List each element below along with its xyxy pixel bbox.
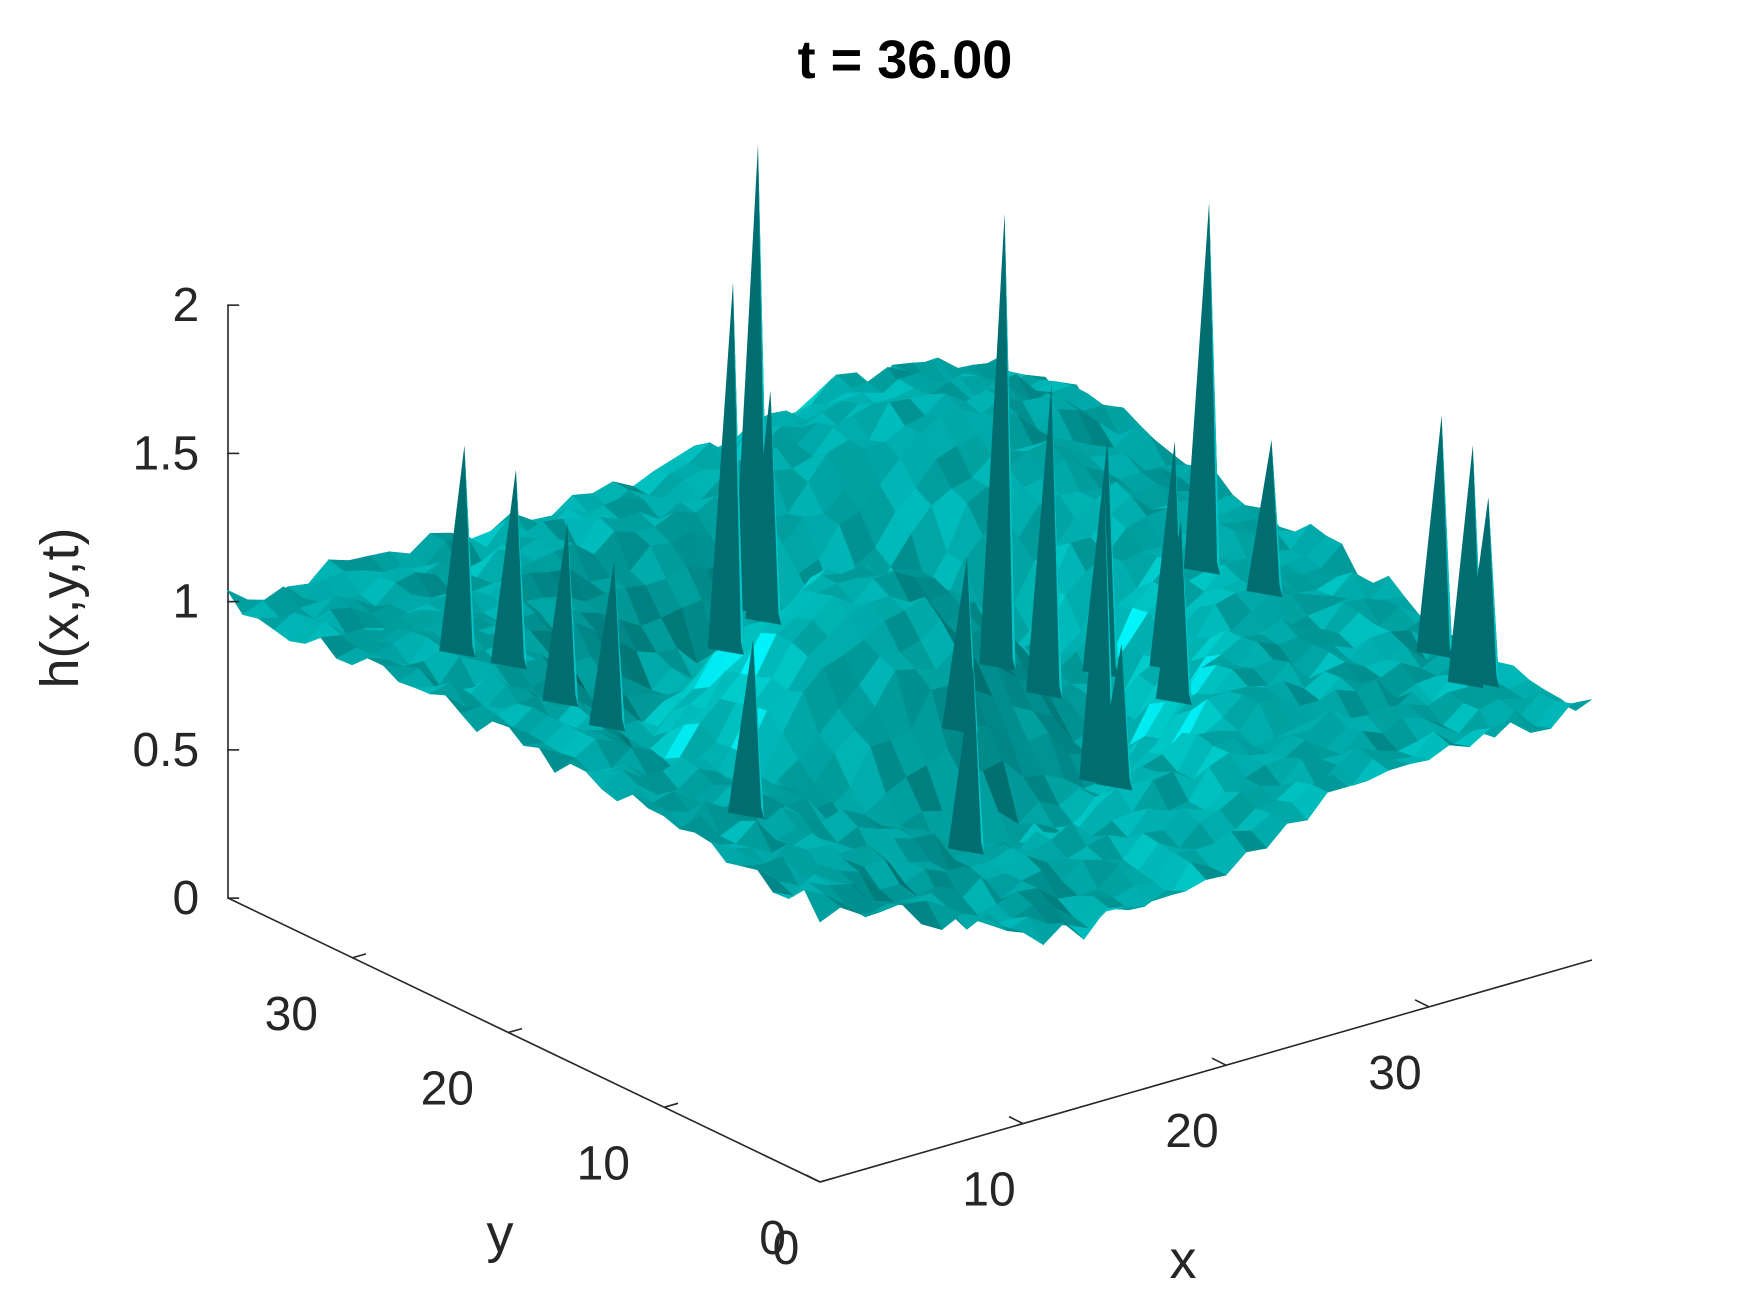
x-tick-mark xyxy=(805,1174,821,1183)
x-tick-label: 0 xyxy=(773,1222,800,1275)
spike-face-light xyxy=(515,469,527,670)
spike-face-light xyxy=(1209,202,1221,575)
peak-spike xyxy=(1079,485,1116,786)
peak-spike xyxy=(1183,202,1221,575)
spike-face-dark xyxy=(1096,643,1133,791)
spike-face-dark xyxy=(948,665,985,855)
y-tick-mark xyxy=(351,953,367,959)
peak-spike xyxy=(979,213,1016,671)
spike-face-light xyxy=(758,144,769,616)
spike-face-dark xyxy=(1246,439,1283,598)
x-tick-mark xyxy=(1008,1115,1024,1125)
x-tick-label: 10 xyxy=(962,1164,1015,1217)
x-tick-label: 30 xyxy=(1368,1047,1421,1100)
peak-spike xyxy=(941,557,978,735)
spike-face-dark xyxy=(1026,384,1063,699)
peak-spike xyxy=(1463,497,1500,688)
spike-face-light xyxy=(1104,485,1116,786)
spike-face-light xyxy=(973,665,985,855)
spike-face-dark xyxy=(542,522,579,707)
chart-title: t = 36.00 xyxy=(798,30,1013,90)
x-ticks: 0 10 20 30 xyxy=(773,999,1430,1275)
spike-face-light xyxy=(1441,415,1453,659)
peak-spike xyxy=(542,522,579,707)
spike-face-dark xyxy=(490,469,527,670)
y-ticks: 0 10 20 30 xyxy=(265,953,835,1265)
peak-spike xyxy=(1026,384,1063,699)
spike-face-dark xyxy=(1183,202,1221,575)
x-tick-label: 20 xyxy=(1165,1105,1218,1158)
y-tick-label: 20 xyxy=(421,1063,474,1116)
z-tick-label: 1 xyxy=(172,576,199,629)
peak-spike xyxy=(707,282,744,655)
spike-face-light xyxy=(770,390,782,625)
spike-face-light xyxy=(464,445,476,658)
peak-spike xyxy=(727,639,765,819)
spike-face-light xyxy=(1107,439,1119,678)
spike-face-light xyxy=(1271,439,1283,598)
z-tick-label: 1.5 xyxy=(132,427,199,480)
z-tick-label: 0 xyxy=(172,872,199,925)
surface-mesh xyxy=(226,357,1592,946)
spike-face-dark xyxy=(439,445,476,658)
y-tick-label: 10 xyxy=(577,1137,630,1190)
y-axis-label: y xyxy=(487,1204,514,1264)
y-tick-label: 30 xyxy=(265,988,318,1041)
spike-face-dark xyxy=(707,282,744,655)
spike-face-dark xyxy=(1155,519,1192,705)
spike-face-light xyxy=(1488,497,1500,688)
x-tick-mark xyxy=(1414,999,1430,1008)
spike-face-light xyxy=(967,557,978,735)
z-tick-label: 2 xyxy=(172,279,199,332)
peak-spike xyxy=(1096,643,1133,791)
z-axis-label: h(x,y,t) xyxy=(30,528,90,689)
spike-face-dark xyxy=(589,560,626,732)
spike-face-light xyxy=(733,282,744,655)
peak-spike xyxy=(1246,439,1283,598)
spike-face-dark xyxy=(1079,485,1116,786)
z-ticks: 0 0.5 1 1.5 2 xyxy=(132,279,240,925)
y-axis-line xyxy=(227,897,821,1183)
spike-face-light xyxy=(1004,213,1016,671)
y-tick-mark xyxy=(819,1177,835,1183)
x-axis-label: x xyxy=(1170,1230,1197,1290)
peak-spike xyxy=(948,665,985,855)
peak-spikes xyxy=(439,144,1500,855)
spike-face-light xyxy=(567,522,579,707)
spike-face-dark xyxy=(745,390,782,625)
spike-face-dark xyxy=(979,213,1016,671)
spike-face-light xyxy=(1180,519,1192,705)
x-tick-mark xyxy=(1211,1057,1227,1066)
x-axis-line xyxy=(819,959,1593,1183)
spike-face-light xyxy=(753,639,765,819)
z-tick-label: 0.5 xyxy=(132,724,199,777)
peak-spike xyxy=(589,560,626,732)
spike-face-light xyxy=(614,560,626,732)
peak-spike xyxy=(745,390,782,625)
spike-face-light xyxy=(1121,643,1133,791)
y-tick-mark xyxy=(507,1027,523,1034)
spike-face-light xyxy=(1051,384,1063,699)
spike-face-dark xyxy=(941,557,978,735)
peak-spike xyxy=(439,445,476,658)
y-tick-mark xyxy=(663,1102,679,1109)
y-tick-label: 0 xyxy=(759,1212,786,1265)
spike-face-dark xyxy=(1416,415,1453,659)
spike-face-dark xyxy=(727,639,765,819)
spike-face-dark xyxy=(1463,497,1500,688)
peak-spike xyxy=(1416,415,1453,659)
peak-spike xyxy=(490,469,527,670)
surface-facet xyxy=(803,889,841,923)
peak-spike xyxy=(1155,519,1192,705)
